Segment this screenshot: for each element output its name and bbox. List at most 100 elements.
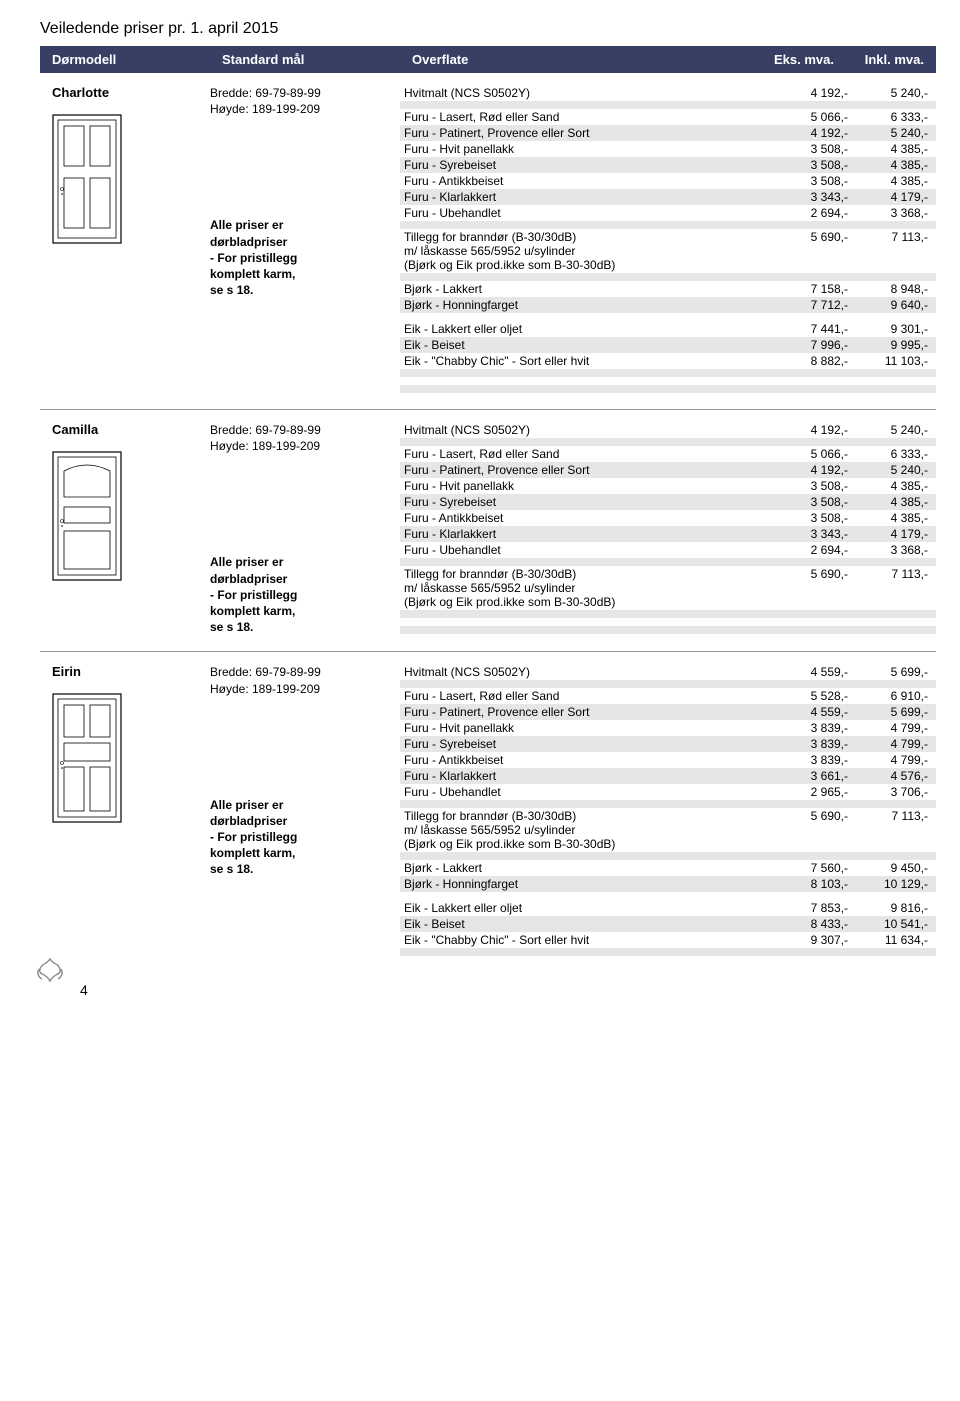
door-section: Charlotte Bredde: 69-79-89-99Høyde: 189-… <box>40 73 936 410</box>
price-row-spacer <box>400 618 936 626</box>
price-ex-vat: 7 712,- <box>768 298 848 312</box>
model-name: Charlotte <box>52 85 202 100</box>
price-inc-vat: 6 910,- <box>848 689 928 703</box>
price-ex-vat: 7 560,- <box>768 861 848 875</box>
price-row-spacer <box>400 948 936 956</box>
price-label: Eik - "Chabby Chic" - Sort eller hvit <box>404 933 768 947</box>
door-illustration <box>52 451 202 584</box>
price-inc-vat: 11 103,- <box>848 354 928 368</box>
price-list: Hvitmalt (NCS S0502Y) 4 192,- 5 240,- Fu… <box>400 422 936 635</box>
price-inc-vat: 4 576,- <box>848 769 928 783</box>
price-label: Hvitmalt (NCS S0502Y) <box>404 423 768 437</box>
page-title: Veiledende priser pr. 1. april 2015 <box>40 20 936 38</box>
price-row: Furu - Antikkbeiset 3 839,- 4 799,- <box>400 752 936 768</box>
price-row: Tillegg for branndør (B-30/30dB)m/ låska… <box>400 566 936 610</box>
price-label: Tillegg for branndør (B-30/30dB)m/ låska… <box>404 230 768 272</box>
price-row: Furu - Ubehandlet 2 965,- 3 706,- <box>400 784 936 800</box>
price-ex-vat: 8 103,- <box>768 877 848 891</box>
price-label: Bjørk - Lakkert <box>404 861 768 875</box>
price-row: Tillegg for branndør (B-30/30dB)m/ låska… <box>400 229 936 273</box>
price-label: Tillegg for branndør (B-30/30dB)m/ låska… <box>404 567 768 609</box>
price-row: Eik - "Chabby Chic" - Sort eller hvit 9 … <box>400 932 936 948</box>
price-ex-vat: 2 694,- <box>768 543 848 557</box>
price-ex-vat: 3 839,- <box>768 753 848 767</box>
price-label: Bjørk - Lakkert <box>404 282 768 296</box>
price-row-spacer <box>400 610 936 618</box>
price-label: Furu - Antikkbeiset <box>404 174 768 188</box>
price-row: Eik - Lakkert eller oljet 7 441,- 9 301,… <box>400 321 936 337</box>
price-row: Furu - Antikkbeiset 3 508,- 4 385,- <box>400 510 936 526</box>
price-label: Furu - Antikkbeiset <box>404 753 768 767</box>
price-row: Furu - Klarlakkert 3 661,- 4 576,- <box>400 768 936 784</box>
price-label: Tillegg for branndør (B-30/30dB)m/ låska… <box>404 809 768 851</box>
price-row: Furu - Lasert, Rød eller Sand 5 528,- 6 … <box>400 688 936 704</box>
price-row-spacer <box>400 558 936 566</box>
price-row: Furu - Antikkbeiset 3 508,- 4 385,- <box>400 173 936 189</box>
price-label: Furu - Syrebeiset <box>404 737 768 751</box>
price-label: Furu - Syrebeiset <box>404 158 768 172</box>
price-inc-vat: 9 640,- <box>848 298 928 312</box>
price-ex-vat: 3 508,- <box>768 142 848 156</box>
price-inc-vat: 6 333,- <box>848 110 928 124</box>
price-row: Furu - Syrebeiset 3 508,- 4 385,- <box>400 494 936 510</box>
price-label: Furu - Lasert, Rød eller Sand <box>404 110 768 124</box>
price-label: Hvitmalt (NCS S0502Y) <box>404 665 768 679</box>
price-list: Hvitmalt (NCS S0502Y) 4 559,- 5 699,- Fu… <box>400 664 936 956</box>
price-ex-vat: 3 343,- <box>768 527 848 541</box>
price-inc-vat: 3 706,- <box>848 785 928 799</box>
price-label: Furu - Patinert, Provence eller Sort <box>404 705 768 719</box>
door-section: Eirin Bredde: 69-79-89-99Høyde: 189-199-… <box>40 652 936 972</box>
price-inc-vat: 5 699,- <box>848 665 928 679</box>
header-model: Dørmodell <box>52 52 222 67</box>
door-illustration <box>52 114 202 247</box>
price-ex-vat: 4 559,- <box>768 705 848 719</box>
price-row: Eik - "Chabby Chic" - Sort eller hvit 8 … <box>400 353 936 369</box>
price-inc-vat: 4 385,- <box>848 479 928 493</box>
price-list: Hvitmalt (NCS S0502Y) 4 192,- 5 240,- Fu… <box>400 85 936 393</box>
price-inc-vat: 9 450,- <box>848 861 928 875</box>
price-label: Furu - Lasert, Rød eller Sand <box>404 689 768 703</box>
price-ex-vat: 5 690,- <box>768 809 848 851</box>
price-row: Eik - Beiset 8 433,- 10 541,- <box>400 916 936 932</box>
price-inc-vat: 4 179,- <box>848 190 928 204</box>
price-inc-vat: 5 240,- <box>848 463 928 477</box>
price-row: Furu - Syrebeiset 3 508,- 4 385,- <box>400 157 936 173</box>
price-inc-vat: 4 799,- <box>848 737 928 751</box>
price-label: Furu - Hvit panellakk <box>404 142 768 156</box>
price-ex-vat: 3 508,- <box>768 174 848 188</box>
price-ex-vat: 3 343,- <box>768 190 848 204</box>
price-inc-vat: 10 129,- <box>848 877 928 891</box>
price-ex-vat: 5 528,- <box>768 689 848 703</box>
price-row: Bjørk - Lakkert 7 158,- 8 948,- <box>400 281 936 297</box>
price-inc-vat: 7 113,- <box>848 809 928 851</box>
price-row: Furu - Hvit panellakk 3 508,- 4 385,- <box>400 141 936 157</box>
price-label: Furu - Patinert, Provence eller Sort <box>404 463 768 477</box>
price-inc-vat: 9 816,- <box>848 901 928 915</box>
price-label: Furu - Hvit panellakk <box>404 479 768 493</box>
header-dims: Standard mål <box>222 52 412 67</box>
price-inc-vat: 5 240,- <box>848 126 928 140</box>
price-ex-vat: 2 694,- <box>768 206 848 220</box>
price-label: Furu - Klarlakkert <box>404 527 768 541</box>
price-inc-vat: 5 240,- <box>848 423 928 437</box>
price-ex-vat: 5 690,- <box>768 230 848 272</box>
price-ex-vat: 5 690,- <box>768 567 848 609</box>
price-row: Furu - Klarlakkert 3 343,- 4 179,- <box>400 189 936 205</box>
price-row: Hvitmalt (NCS S0502Y) 4 192,- 5 240,- <box>400 85 936 101</box>
dimensions-text: Bredde: 69-79-89-99Høyde: 189-199-209 <box>210 85 400 117</box>
price-inc-vat: 6 333,- <box>848 447 928 461</box>
price-ex-vat: 4 192,- <box>768 126 848 140</box>
price-ex-vat: 3 508,- <box>768 158 848 172</box>
price-label: Eik - Lakkert eller oljet <box>404 322 768 336</box>
price-row: Furu - Patinert, Provence eller Sort 4 1… <box>400 125 936 141</box>
price-ex-vat: 3 508,- <box>768 511 848 525</box>
price-row: Bjørk - Honningfarget 7 712,- 9 640,- <box>400 297 936 313</box>
price-ex-vat: 4 192,- <box>768 463 848 477</box>
price-inc-vat: 4 385,- <box>848 511 928 525</box>
model-name: Camilla <box>52 422 202 437</box>
ornament-icon <box>32 955 68 998</box>
dimensions-text: Bredde: 69-79-89-99Høyde: 189-199-209 <box>210 664 400 696</box>
price-inc-vat: 4 799,- <box>848 721 928 735</box>
price-ex-vat: 2 965,- <box>768 785 848 799</box>
price-inc-vat: 3 368,- <box>848 206 928 220</box>
